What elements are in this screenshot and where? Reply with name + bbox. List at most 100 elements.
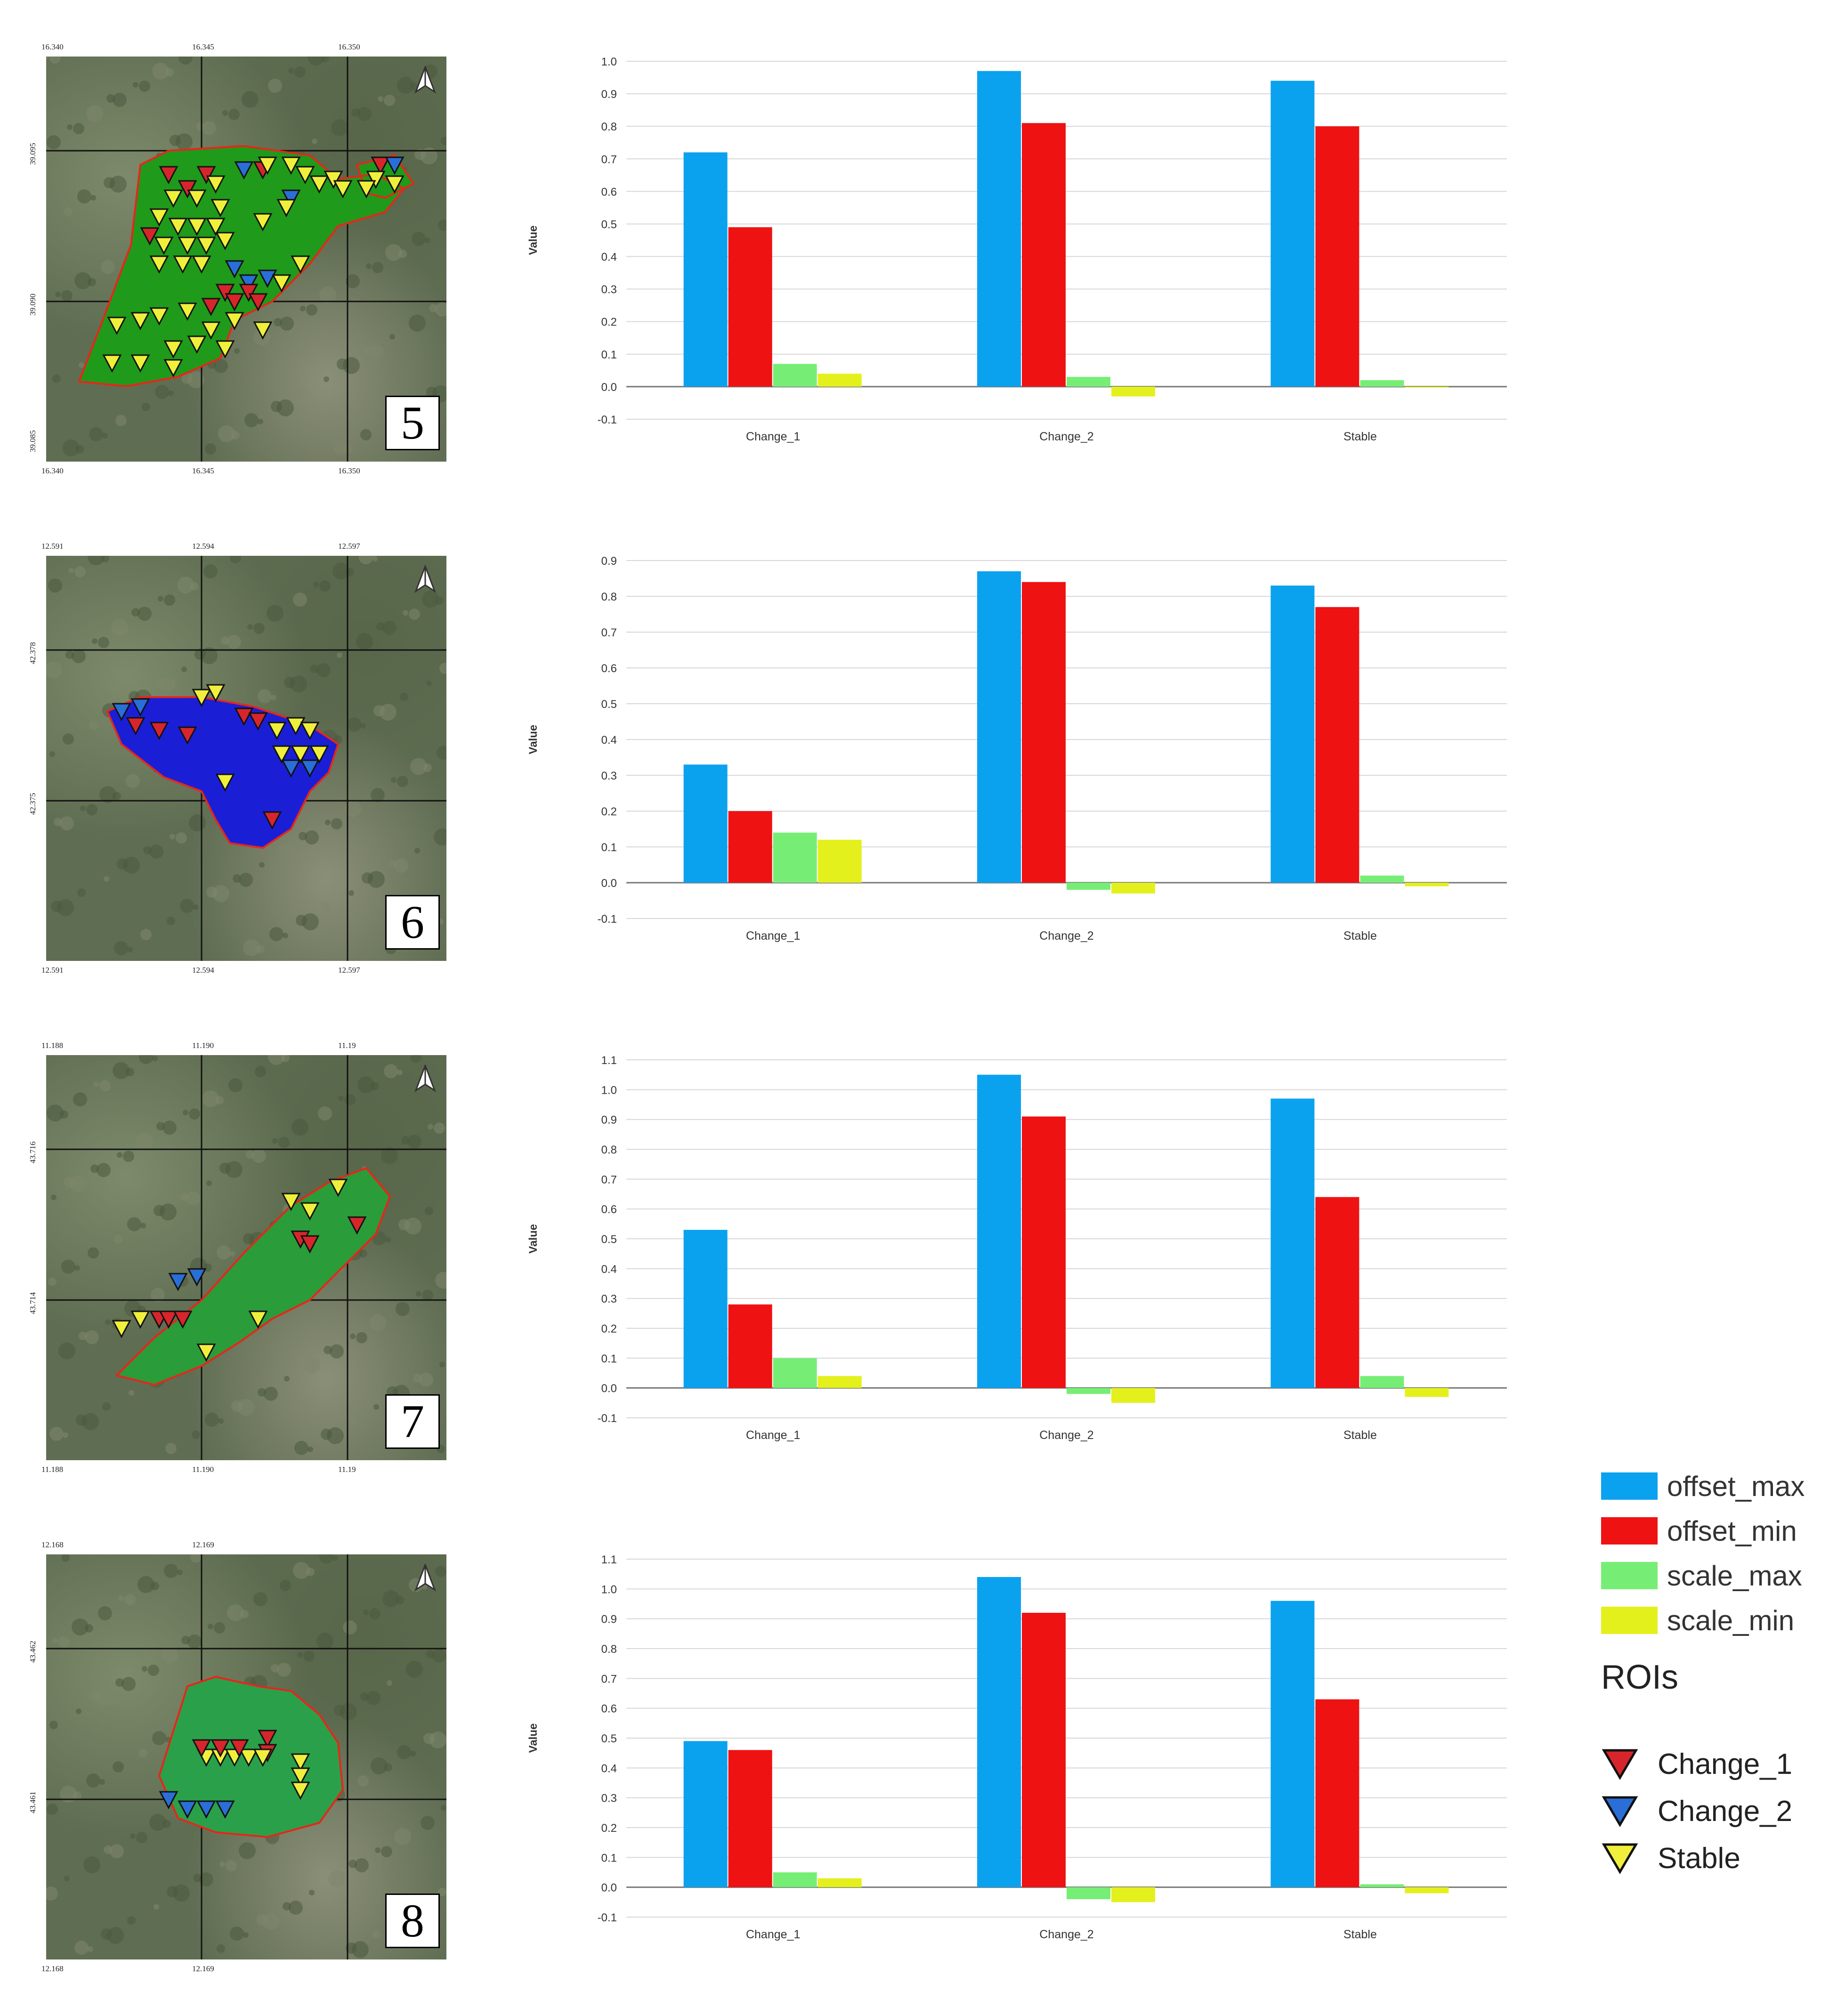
top-coordinate-label: 16.345 xyxy=(192,42,214,51)
change-1-marker xyxy=(258,1730,277,1748)
terrain-texture xyxy=(331,818,342,829)
terrain-texture xyxy=(228,109,240,120)
terrain-texture xyxy=(278,843,295,860)
terrain-texture xyxy=(88,278,96,286)
terrain-texture xyxy=(407,1135,421,1149)
terrain-texture xyxy=(385,1237,391,1243)
left-coordinate-label: 43.461 xyxy=(28,1791,37,1813)
y-tick-label: 0.7 xyxy=(601,1173,617,1186)
terrain-texture xyxy=(89,427,103,441)
terrain-texture xyxy=(155,385,169,399)
terrain-texture xyxy=(217,1944,225,1953)
bar-scale-max-change-1 xyxy=(773,364,817,387)
legend-item-scale-max: scale_max xyxy=(1601,1559,1802,1592)
change-1-marker xyxy=(248,293,268,312)
stable-marker xyxy=(187,335,207,354)
bottom-coordinate-label: 12.594 xyxy=(192,966,214,975)
y-tick-label: 0.3 xyxy=(601,1293,617,1306)
stable-marker xyxy=(324,171,343,189)
change-1-marker xyxy=(159,166,178,185)
panel-number: 7 xyxy=(385,1394,440,1449)
stable-marker xyxy=(163,189,183,208)
map-overlay xyxy=(46,57,446,462)
bar-scale-min-change-1 xyxy=(817,1878,862,1887)
bar-offset-min-stable xyxy=(1315,126,1360,387)
terrain-texture xyxy=(355,1858,369,1872)
legend: offset_max offset_min scale_max scale_mi… xyxy=(1601,1470,1818,1917)
y-tick-label: 0.7 xyxy=(601,153,617,166)
terrain-texture xyxy=(99,1779,105,1785)
panel-7: 7 11.188 11.190 11.19 11.188 11.190 11.19 43.71… xyxy=(0,1017,1821,1517)
terrain-texture xyxy=(227,1604,244,1621)
stable-marker xyxy=(173,255,193,274)
y-tick-label: 0.9 xyxy=(601,1114,617,1127)
terrain-texture xyxy=(105,1319,111,1325)
satellite-map xyxy=(46,1554,446,1959)
terrain-texture xyxy=(187,371,204,388)
stable-marker xyxy=(276,199,296,218)
bottom-coordinate-label: 12.168 xyxy=(41,1964,64,1973)
stable-marker xyxy=(286,717,306,736)
terrain-texture xyxy=(86,105,103,122)
terrain-texture xyxy=(384,1064,398,1078)
terrain-texture xyxy=(51,1195,57,1200)
terrain-texture xyxy=(99,1080,111,1091)
y-tick-label: 0.4 xyxy=(601,251,617,264)
terrain-texture xyxy=(86,804,97,815)
terrain-texture xyxy=(435,1272,446,1289)
terrain-texture xyxy=(206,1180,212,1186)
terrain-texture xyxy=(73,1092,87,1106)
terrain-texture xyxy=(403,610,408,616)
y-tick-label: 0.6 xyxy=(601,1703,617,1715)
terrain-texture xyxy=(63,733,74,745)
terrain-texture xyxy=(324,376,329,382)
stable-marker xyxy=(258,156,277,175)
stable-marker xyxy=(196,1343,216,1362)
legend-swatch xyxy=(1601,1562,1658,1589)
bar-scale-max-stable xyxy=(1360,875,1404,883)
terrain-texture xyxy=(290,675,307,692)
y-tick-label: 0.3 xyxy=(601,770,617,782)
terrain-texture xyxy=(397,1745,411,1759)
terrain-texture xyxy=(360,429,372,440)
roi-title: ROIs xyxy=(1601,1658,1679,1696)
panel-number: 6 xyxy=(385,895,440,950)
y-tick-label: 0.2 xyxy=(601,1323,617,1335)
y-tick-label: 0.8 xyxy=(601,1144,617,1156)
terrain-texture xyxy=(88,1946,93,1952)
change-2-marker xyxy=(281,189,301,208)
terrain-texture xyxy=(136,1133,153,1150)
terrain-texture xyxy=(328,1870,345,1887)
terrain-texture xyxy=(441,1805,446,1811)
terrain-texture xyxy=(343,357,360,374)
roi-item-change-2: Change_2 xyxy=(1601,1790,1792,1832)
terrain-texture xyxy=(64,1876,70,1881)
terrain-texture xyxy=(77,888,86,897)
terrain-texture xyxy=(151,1288,165,1302)
terrain-texture xyxy=(176,133,193,150)
roi-label: Change_2 xyxy=(1658,1795,1793,1828)
terrain-texture xyxy=(283,933,288,938)
stable-marker xyxy=(178,236,197,255)
terrain-texture xyxy=(439,663,446,674)
terrain-texture xyxy=(438,1888,446,1896)
bar-scale-min-change-1 xyxy=(817,839,862,883)
terrain-texture xyxy=(113,1062,129,1079)
stable-marker xyxy=(272,274,291,293)
change-1-marker xyxy=(262,811,282,830)
bar-offset-min-change-2 xyxy=(1022,582,1066,883)
terrain-texture xyxy=(47,1804,58,1815)
change-2-marker xyxy=(130,698,150,717)
y-tick-label: 0.4 xyxy=(601,734,617,747)
terrain-texture xyxy=(89,721,97,730)
y-tick-label: -0.1 xyxy=(598,913,617,926)
north-arrow-icon xyxy=(413,1063,437,1093)
terrain-texture xyxy=(77,189,91,203)
terrain-texture xyxy=(73,123,84,134)
terrain-texture xyxy=(190,1554,202,1563)
terrain-texture xyxy=(160,1203,177,1220)
terrain-texture xyxy=(331,119,348,136)
stable-marker xyxy=(206,218,226,236)
terrain-texture xyxy=(67,124,73,130)
terrain-texture xyxy=(72,1618,89,1635)
